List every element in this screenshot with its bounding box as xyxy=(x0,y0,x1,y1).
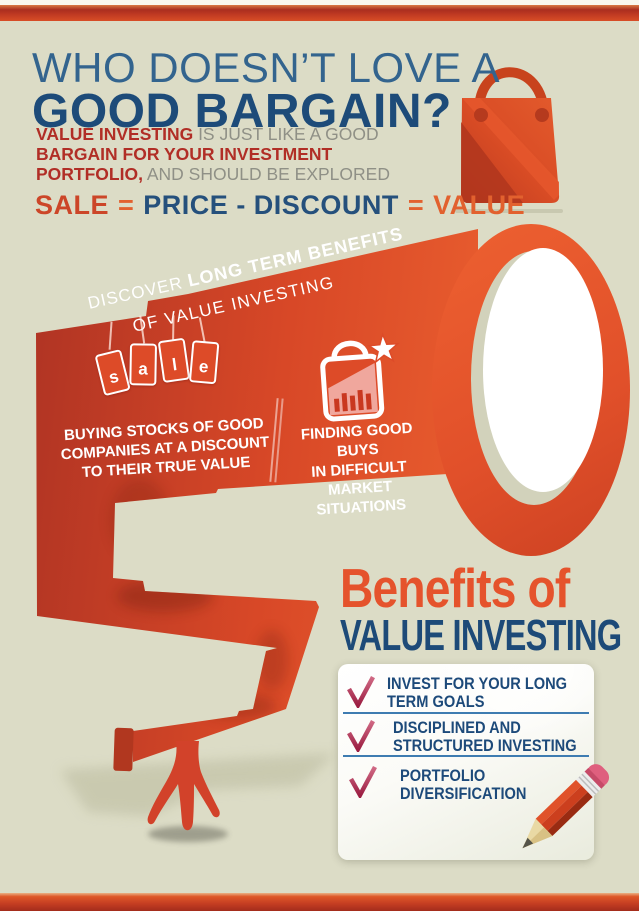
formula-value: VALUE xyxy=(433,190,526,220)
key-teeth-shadow xyxy=(148,826,228,842)
sale-tag: e xyxy=(188,340,220,385)
key-head-hole xyxy=(483,248,603,492)
bottom-accent-bar xyxy=(0,893,639,911)
intro-strong-2: BARGAIN FOR YOUR INVESTMENT xyxy=(36,144,333,164)
page-title-line2: GOOD BARGAIN? xyxy=(32,85,452,138)
checklist-item-line: PORTFOLIO xyxy=(400,766,486,785)
tag-letter: l xyxy=(170,355,179,375)
sale-tag: l xyxy=(157,337,191,383)
checklist-divider xyxy=(343,712,589,714)
shopping-bag-icon xyxy=(455,67,563,213)
checklist-item-line: TERM GOALS xyxy=(387,691,485,711)
intro-strong-3: PORTFOLIO, xyxy=(36,164,143,184)
tag-letter: a xyxy=(138,359,148,379)
page-title-line1: WHO DOESN’T LOVE A xyxy=(32,44,500,91)
pencil-icon xyxy=(522,764,610,849)
key-teeth xyxy=(147,741,220,831)
benefits-heading-line2: VALUE INVESTING xyxy=(340,611,622,660)
formula-price-discount: PRICE - DISCOUNT xyxy=(143,190,399,220)
intro-rest-3: AND SHOULD BE EXPLORED xyxy=(142,164,390,184)
checklist-item-line: DISCIPLINED AND xyxy=(393,718,521,737)
checkmark-icon xyxy=(347,675,375,708)
bag-star-chart-icon xyxy=(320,332,400,422)
checkmark-icon xyxy=(349,765,377,798)
checklist-item-line: STRUCTURED INVESTING xyxy=(393,735,577,755)
checklist-item-2: DISCIPLINED AND STRUCTURED INVESTING xyxy=(393,719,577,754)
formula-equals-2: = xyxy=(407,190,425,220)
intro-strong-1: VALUE INVESTING xyxy=(36,124,194,144)
checklist-item-3: PORTFOLIO DIVERSIFICATION xyxy=(400,767,526,802)
top-light-strip xyxy=(0,0,639,5)
top-accent-bar xyxy=(0,5,639,21)
benefits-heading-line1: Benefits of xyxy=(340,557,570,619)
sale-tag: a xyxy=(129,343,158,386)
tag-letter: s xyxy=(106,366,121,388)
intro-rest-1: IS JUST LIKE A GOOD xyxy=(193,124,379,144)
formula-sale: SALE xyxy=(35,190,110,220)
checklist-item-line: INVEST FOR YOUR LONG xyxy=(387,674,568,693)
formula-equals-1: = xyxy=(118,190,135,220)
star-icon xyxy=(366,332,400,364)
checklist-item-1: INVEST FOR YOUR LONG TERM GOALS xyxy=(387,675,567,710)
intro-paragraph: VALUE INVESTING IS JUST LIKE A GOOD BARG… xyxy=(36,124,406,184)
checkmark-icon xyxy=(347,719,375,752)
sale-tag: s xyxy=(94,348,131,397)
checklist-divider xyxy=(343,755,589,757)
sale-formula: SALE = PRICE - DISCOUNT = VALUE xyxy=(35,190,525,221)
checklist-item-line: DIVERSIFICATION xyxy=(400,783,527,803)
benefit-right-text: FINDING GOOD BUYS IN DIFFICULT MARKET SI… xyxy=(280,417,438,521)
key-end-cap xyxy=(113,727,134,772)
tag-letter: e xyxy=(198,356,210,377)
